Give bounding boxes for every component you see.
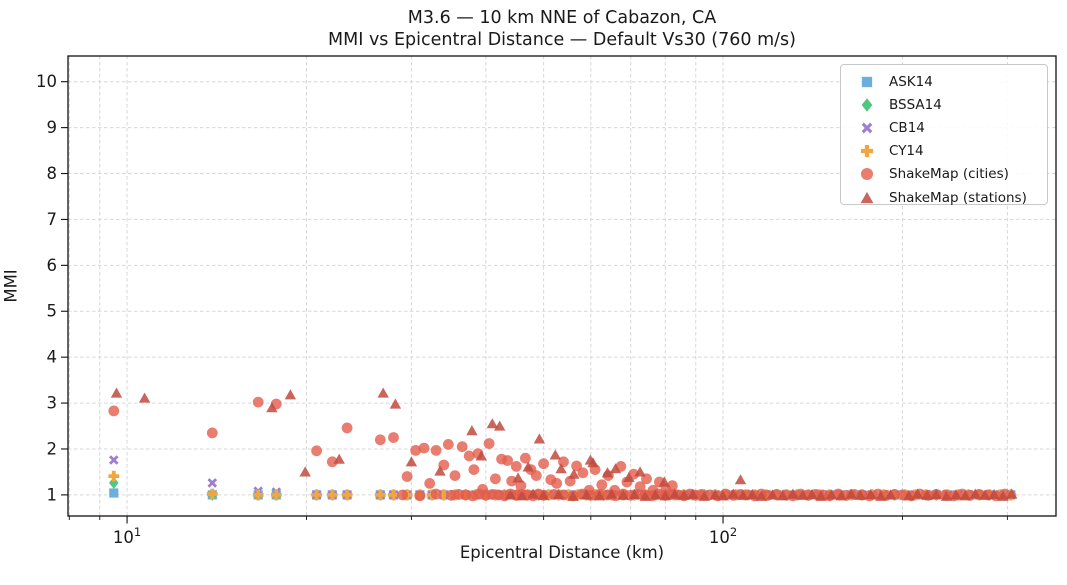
triangle-marker-icon bbox=[860, 191, 874, 203]
legend-item-label: ShakeMap (stations) bbox=[889, 189, 1027, 206]
y-tick-label: 8 bbox=[47, 164, 58, 183]
legend-item-shakemap-cities: ShakeMap (cities) bbox=[859, 163, 1047, 186]
legend: ASK14 BSSA14 CB14 CY14 ShakeMap (cities) Shak… bbox=[840, 64, 1048, 206]
plus-marker-icon bbox=[860, 145, 874, 158]
circle-marker-icon bbox=[860, 168, 874, 181]
y-tick-label: 7 bbox=[47, 210, 58, 229]
y-tick-label: 6 bbox=[47, 256, 58, 275]
axis-ticks bbox=[61, 81, 1008, 524]
legend-item-label: BSSA14 bbox=[889, 96, 942, 113]
y-axis-label: MMI bbox=[1, 269, 21, 303]
legend-item-cb14: CB14 bbox=[859, 116, 1047, 139]
legend-item-bssa14: BSSA14 bbox=[859, 93, 1047, 116]
legend-item-label: ShakeMap (cities) bbox=[889, 166, 1009, 183]
y-tick-label: 3 bbox=[47, 394, 58, 413]
x-marker-icon bbox=[861, 122, 873, 134]
legend-item-cy14: CY14 bbox=[859, 140, 1047, 163]
y-tick-label: 2 bbox=[47, 439, 58, 458]
x-tick-label: 102 bbox=[709, 525, 737, 547]
chart-title-block: M3.6 — 10 km NNE of Cabazon, CA MMI vs E… bbox=[68, 7, 1056, 51]
y-tick-label: 4 bbox=[47, 348, 58, 367]
legend-item-ask14: ASK14 bbox=[859, 70, 1047, 93]
y-tick-label: 1 bbox=[47, 485, 58, 504]
y-tick-label: 5 bbox=[47, 302, 58, 321]
plot-frame bbox=[67, 55, 1057, 517]
y-tick-label: 10 bbox=[36, 72, 57, 91]
series-shakemap-stations bbox=[110, 387, 1018, 501]
legend-item-label: ASK14 bbox=[889, 73, 933, 90]
square-marker-icon bbox=[861, 76, 873, 87]
legend-item-label: CB14 bbox=[889, 119, 925, 136]
x-axis-label: Epicentral Distance (km) bbox=[459, 543, 665, 562]
diamond-marker-icon bbox=[861, 98, 873, 112]
chart-title: M3.6 — 10 km NNE of Cabazon, CA bbox=[407, 8, 717, 28]
chart-subtitle: MMI vs Epicentral Distance — Default Vs3… bbox=[328, 30, 796, 50]
legend-item-shakemap-stations: ShakeMap (stations) bbox=[859, 186, 1047, 209]
legend-item-label: CY14 bbox=[889, 143, 924, 160]
x-tick-label: 101 bbox=[113, 525, 141, 547]
axis-tick-labels: 1 2 3 4 5 6 7 8 9 10 101 102 bbox=[36, 72, 737, 547]
y-tick-label: 9 bbox=[47, 118, 58, 137]
